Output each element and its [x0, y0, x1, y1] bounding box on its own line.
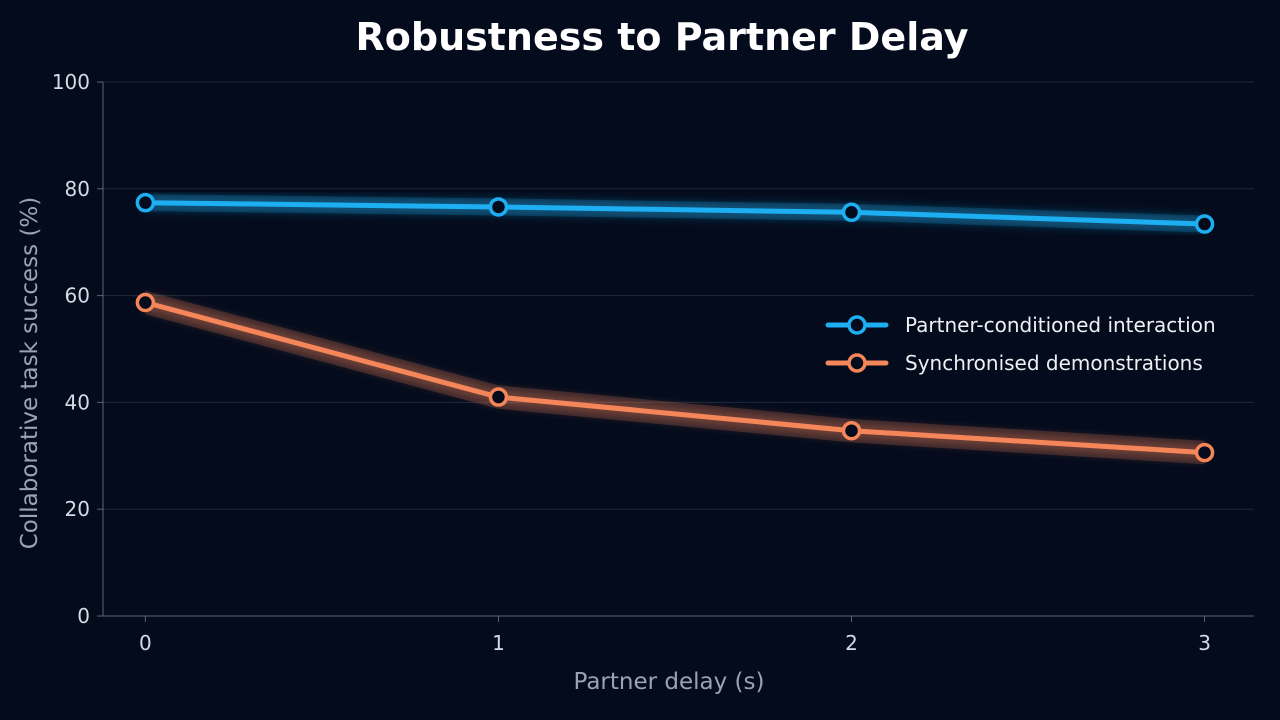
legend-label: Partner-conditioned interaction — [905, 313, 1216, 337]
series-line — [142, 300, 1208, 456]
series-line — [142, 200, 1208, 227]
data-point — [488, 387, 509, 407]
data-point — [135, 192, 156, 213]
y-axis-label: Collaborative task success (%) — [17, 197, 43, 550]
legend-marker — [847, 353, 867, 373]
data-point — [488, 197, 509, 217]
y-tick-label: 0 — [77, 604, 90, 628]
legend-marker — [847, 315, 867, 335]
x-axis-label: Partner delay (s) — [574, 669, 765, 695]
grid-lines — [103, 81, 1254, 510]
x-tick-label: 1 — [492, 631, 505, 655]
series-group — [135, 192, 1215, 465]
chart-title: Robustness to Partner Delay — [356, 15, 969, 59]
x-tick-label: 0 — [139, 631, 152, 655]
data-point — [841, 420, 862, 441]
legend: Partner-conditioned interaction Synchroni… — [825, 313, 1216, 375]
y-tick-label: 60 — [65, 284, 90, 308]
y-tick-label: 40 — [65, 390, 90, 414]
y-tick-label: 100 — [52, 70, 90, 94]
series-1 — [135, 290, 1215, 465]
data-point — [841, 202, 862, 223]
legend-label: Synchronised demonstrations — [905, 351, 1203, 375]
data-point — [1194, 214, 1215, 234]
data-point — [135, 292, 156, 313]
series-0 — [135, 192, 1215, 234]
y-tick-label: 80 — [65, 177, 90, 201]
y-tick-label: 20 — [65, 497, 90, 521]
legend-item-1: Synchronised demonstrations — [825, 351, 1203, 375]
axes: 0 20 40 60 80 100 0 1 2 3 — [52, 70, 1254, 655]
data-point — [1194, 442, 1215, 463]
x-tick-label: 2 — [845, 631, 858, 655]
legend-item-0: Partner-conditioned interaction — [825, 313, 1216, 337]
x-tick-label: 3 — [1198, 631, 1211, 655]
